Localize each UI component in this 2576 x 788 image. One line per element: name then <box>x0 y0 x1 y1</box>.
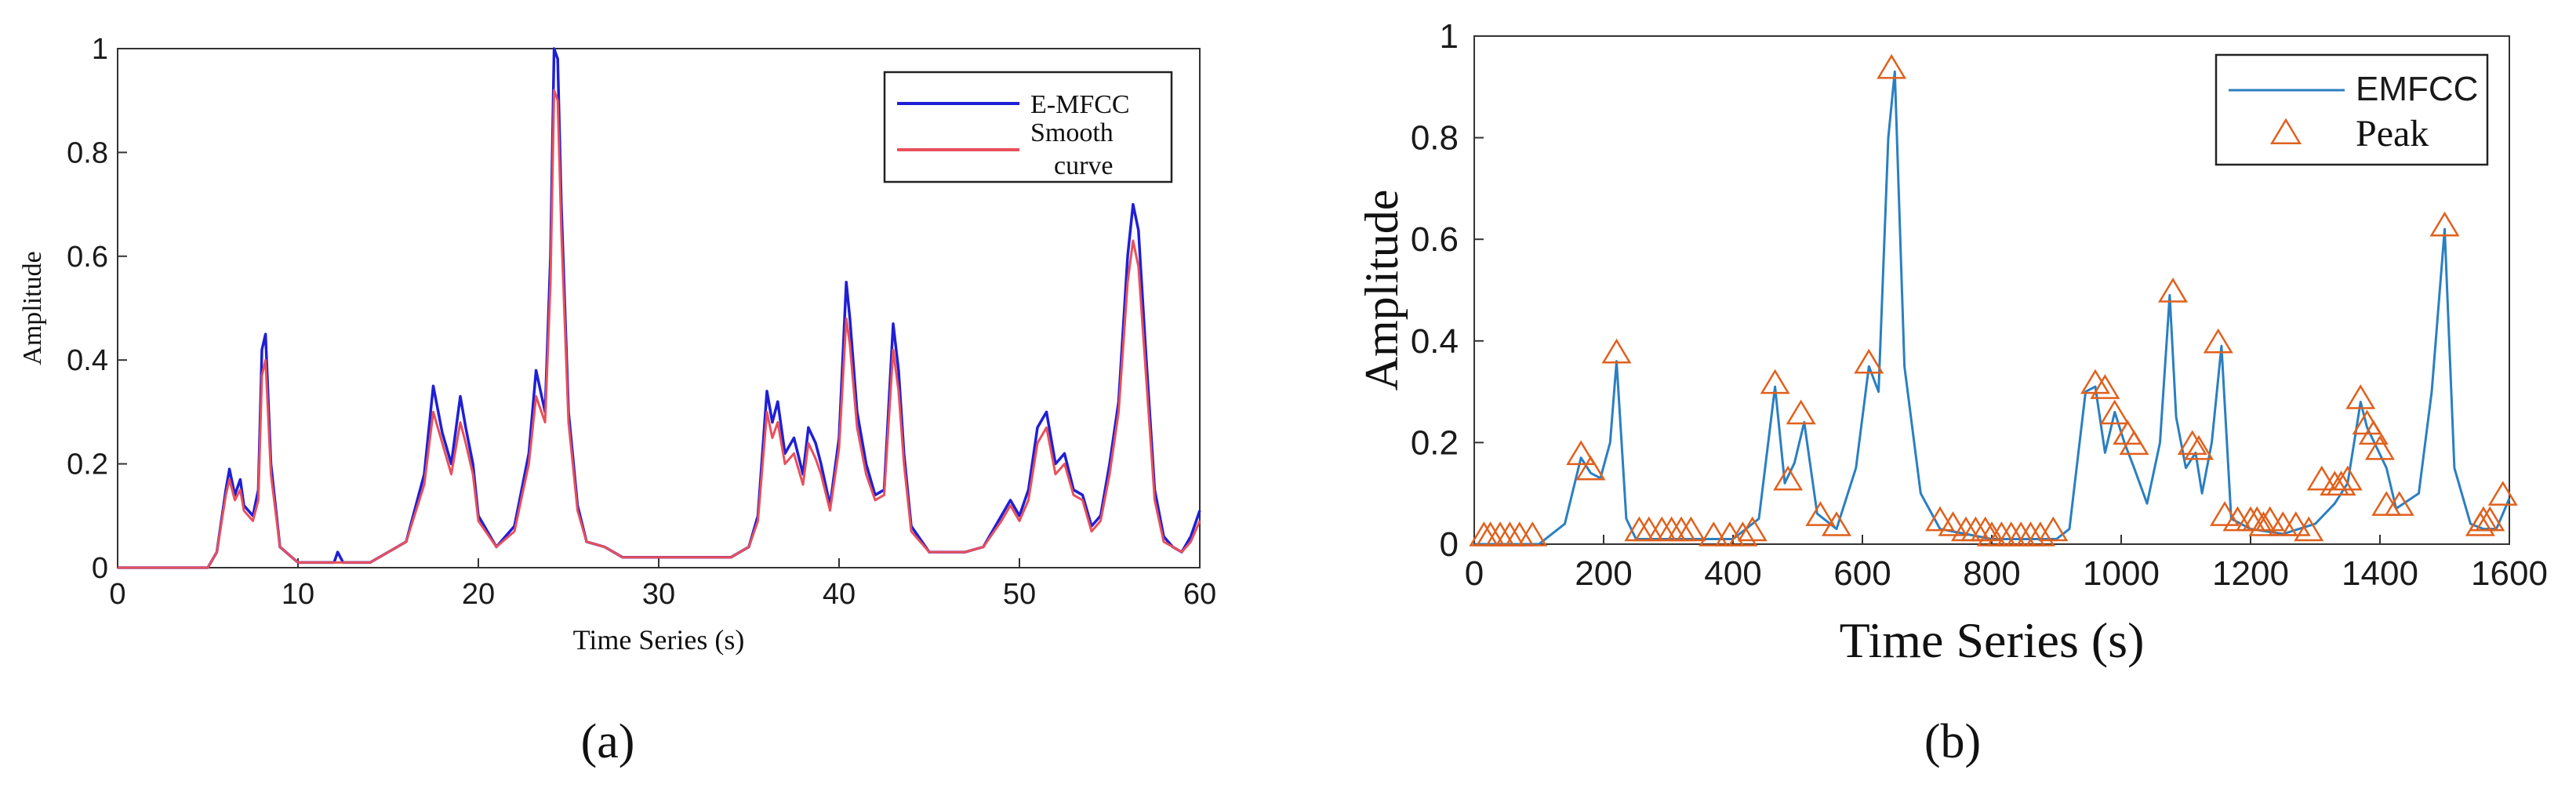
peak-marker <box>1575 455 1606 481</box>
peak-marker <box>2294 516 2324 542</box>
x-tick-label: 400 <box>1704 554 1761 593</box>
y-tick-label: 0.8 <box>67 136 108 169</box>
y-tick-label: 1 <box>1440 17 1459 56</box>
peak-marker <box>2306 465 2337 491</box>
peak-marker <box>2345 384 2376 409</box>
y-axis-label: Amplitude <box>18 251 47 365</box>
peak-marker <box>1699 521 1729 547</box>
panel-label-b: (b) <box>1924 715 1981 768</box>
peak-marker <box>2384 491 2414 516</box>
legend-box-a <box>883 71 1173 183</box>
peak-marker <box>1601 338 1632 364</box>
peak-marker <box>2209 501 2240 526</box>
legend-label-emfcc: EMFCC <box>2356 70 2478 108</box>
x-tick-label: 20 <box>462 578 495 611</box>
x-axis-label: Time Series (s) <box>573 624 745 655</box>
y-tick-label: 0.2 <box>67 448 108 481</box>
legend-label-smooth-line1: Smooth <box>1030 118 1114 147</box>
y-tick-label: 0.6 <box>1411 220 1459 259</box>
peak-marker <box>1773 465 1804 491</box>
series-line-emfcc <box>1474 70 2511 546</box>
peak-marker <box>2280 511 2311 536</box>
y-tick-label: 0 <box>92 552 108 585</box>
peak-marker <box>1676 516 1706 542</box>
y-tick-label: 0 <box>1440 525 1459 564</box>
peak-marker <box>1938 511 1968 536</box>
peak-marker <box>1728 521 1758 547</box>
peak-marker <box>2025 521 2055 547</box>
peak-marker <box>2119 430 2149 456</box>
peak-marker <box>2487 481 2518 506</box>
peak-marker <box>1786 399 1816 425</box>
y-tick-label: 0.2 <box>1411 423 1459 462</box>
x-tick-label: 1600 <box>2471 554 2548 593</box>
panel-a: 0 10 20 30 40 50 60 0 0.2 0.4 0.6 0.8 1 Time Series (… <box>18 33 1216 768</box>
peak-marker <box>1821 511 1852 536</box>
x-tick-label: 40 <box>823 578 856 611</box>
y-tick-label: 0.6 <box>67 241 108 274</box>
x-tick-label: 600 <box>1833 554 1891 593</box>
peak-marker <box>2475 506 2505 532</box>
x-axis-label: Time Series (s) <box>1840 612 2145 668</box>
peak-marker <box>2099 399 2130 425</box>
x-tick-label: 30 <box>642 578 675 611</box>
x-tick-label: 800 <box>1963 554 2020 593</box>
peak-marker <box>1805 501 1836 526</box>
x-tick-label: 200 <box>1575 554 1632 593</box>
y-tick-label: 0.4 <box>67 344 108 377</box>
x-tick-label: 60 <box>1183 578 1216 611</box>
x-tick-label: 0 <box>1465 554 1484 593</box>
peak-marker <box>2038 516 2069 542</box>
peak-marker <box>1566 440 1597 466</box>
x-tick-label: 1200 <box>2212 554 2289 593</box>
legend-label-e-mfcc: E-MFCC <box>1030 90 1130 119</box>
y-axis-label: Amplitude <box>1356 190 1408 391</box>
peak-marker <box>2090 374 2120 399</box>
peak-marker <box>1970 516 2000 542</box>
peak-marker <box>1760 369 1790 394</box>
peak-marker <box>2183 434 2214 460</box>
peak-marker <box>2326 470 2356 496</box>
x-tick-label: 0 <box>109 578 125 611</box>
legend-b: EMFCC Peak <box>2214 53 2489 166</box>
peak-marker <box>1517 521 1548 547</box>
panel-b: 0 200 400 600 800 1000 1200 1400 1600 0 0.2 0.4 0.6 0… <box>1356 17 2548 768</box>
x-tick-label: 1000 <box>2083 554 2160 593</box>
peak-marker <box>1737 516 1768 542</box>
peak-marker <box>2203 328 2233 354</box>
peak-marker <box>2177 430 2207 456</box>
legend-swatch-peak <box>2269 118 2302 144</box>
peak-marker <box>1877 53 1907 79</box>
panel-label-a: (a) <box>581 715 635 768</box>
legend-label-smooth-line2: curve <box>1054 151 1114 180</box>
peak-marker <box>2429 211 2460 237</box>
x-tick-label: 10 <box>282 578 314 611</box>
peak-marker <box>2332 465 2363 491</box>
peak-marker <box>2157 278 2189 303</box>
y-tick-label: 0.4 <box>1411 322 1459 361</box>
peak-marker <box>1854 348 1884 374</box>
peak-marker <box>2248 511 2279 536</box>
peak-marker <box>1924 506 1956 532</box>
y-tick-label: 0.8 <box>1411 119 1459 158</box>
y-tick-label: 1 <box>92 33 108 66</box>
peak-marker <box>2358 419 2389 445</box>
peak-marker <box>2254 506 2285 532</box>
x-tick-label: 1400 <box>2342 554 2418 593</box>
legend-label-peak: Peak <box>2356 113 2429 154</box>
peak-marker <box>2364 434 2396 460</box>
legend-box-b <box>2214 53 2489 166</box>
x-tick-label: 50 <box>1003 578 1036 611</box>
series-line-smooth-curve <box>118 89 1201 569</box>
